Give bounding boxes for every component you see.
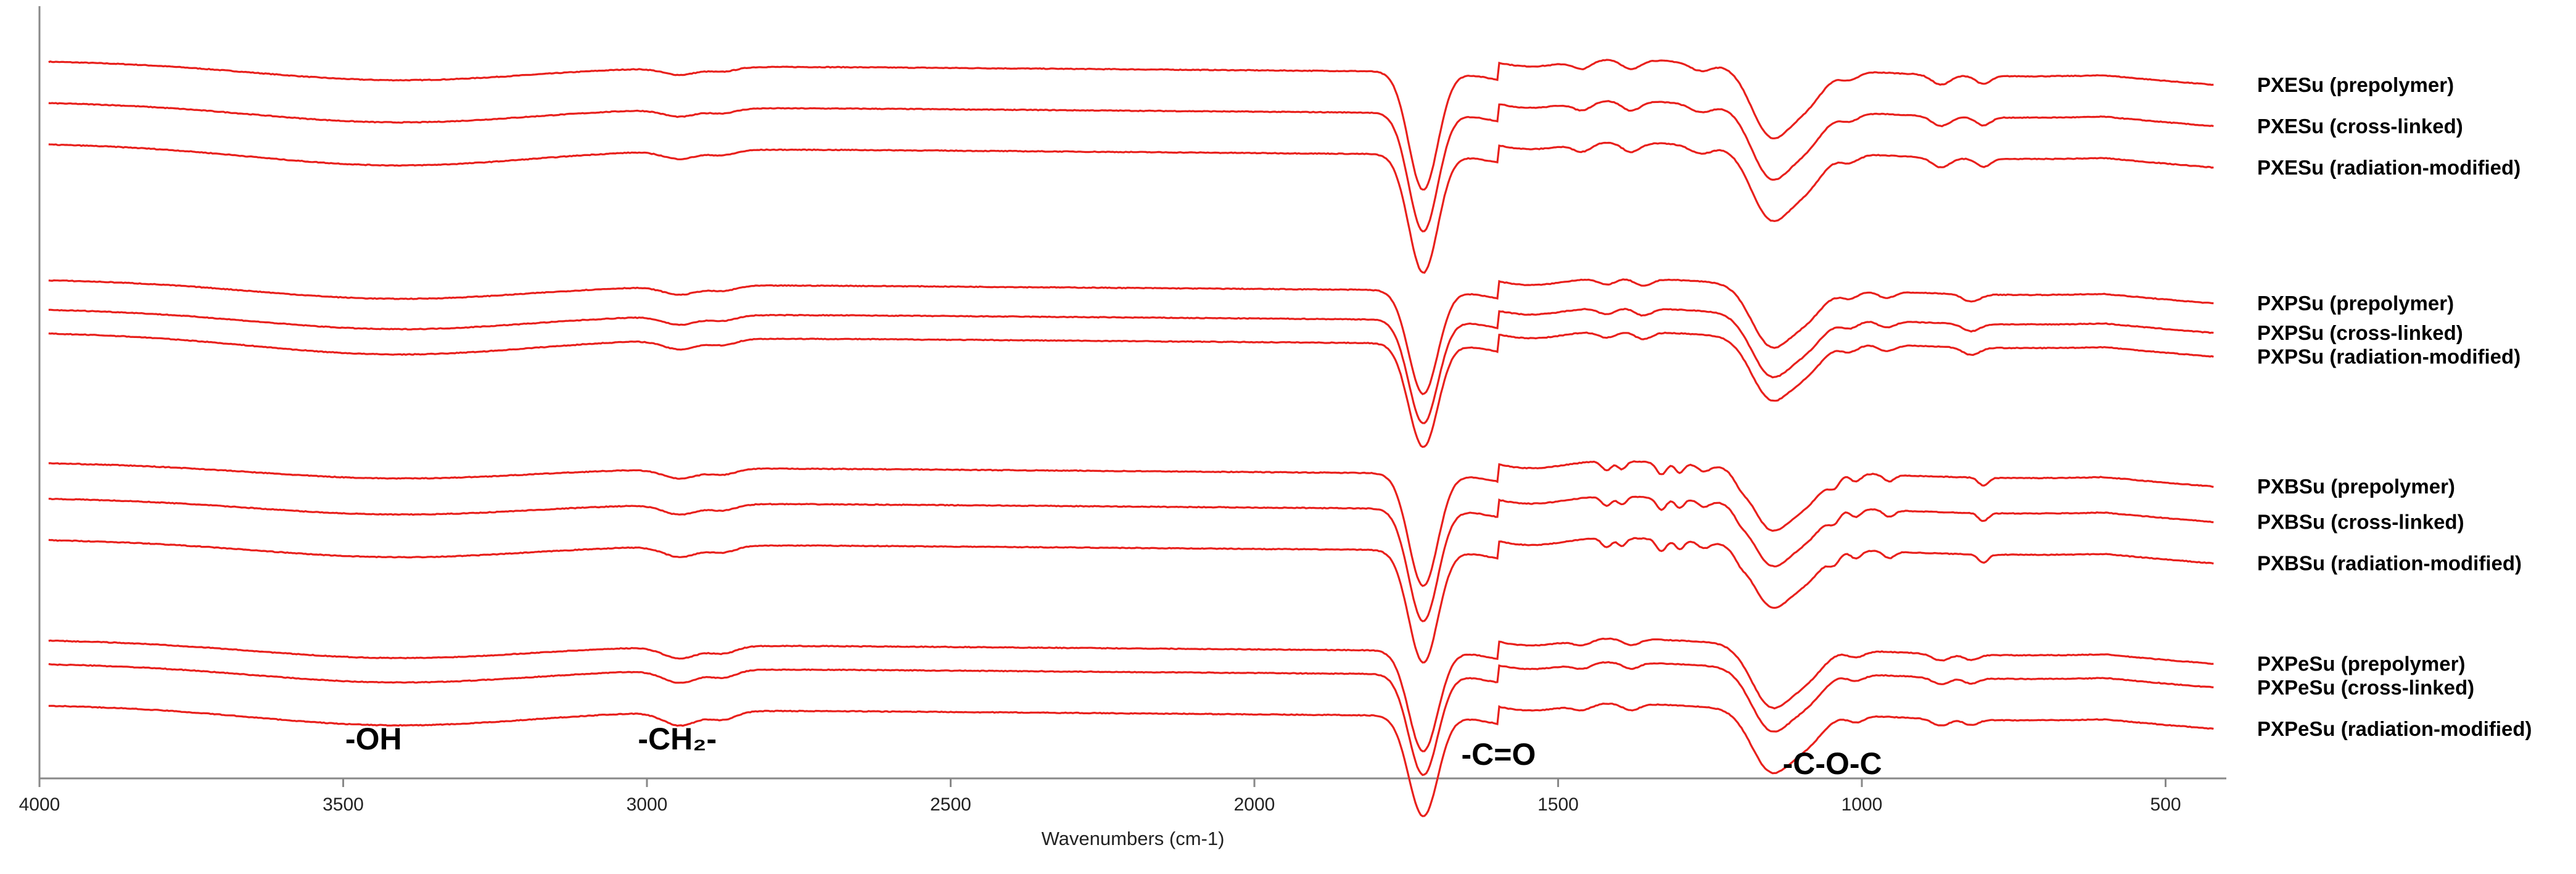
band-label: -CH₂-: [638, 722, 717, 756]
band-label: -OH: [345, 722, 402, 756]
x-axis-title: Wavenumbers (cm-1): [1042, 828, 1225, 849]
band-label: -C-O-C: [1783, 746, 1882, 781]
x-tick-label: 500: [2150, 794, 2181, 815]
x-tick-label: 4000: [19, 794, 60, 815]
series-label: PXPeSu (cross-linked): [2257, 676, 2474, 699]
series-label: PXBSu (prepolymer): [2257, 475, 2455, 498]
x-tick-label: 1500: [1537, 794, 1579, 815]
band-label: -C=O: [1462, 737, 1536, 772]
series-label: PXPSu (prepolymer): [2257, 292, 2454, 315]
x-tick-label: 2000: [1234, 794, 1275, 815]
series-label: PXPSu (cross-linked): [2257, 321, 2463, 344]
series-label: PXBSu (radiation-modified): [2257, 552, 2522, 575]
series-label: PXPeSu (prepolymer): [2257, 653, 2465, 675]
series-label: PXBSu (cross-linked): [2257, 511, 2464, 534]
spectra-lines: [48, 59, 2214, 817]
series-label: PXESu (prepolymer): [2257, 73, 2454, 96]
spectrum-line-pxbsu-radiation-modified: [48, 537, 2214, 664]
series-label: PXPeSu (radiation-modified): [2257, 717, 2532, 740]
spectrum-line-pxpesu-radiation-modified: [48, 703, 2214, 817]
spectrum-line-pxpsu-radiation-modified: [48, 331, 2214, 448]
series-label: PXESu (cross-linked): [2257, 115, 2463, 138]
x-tick-label: 2500: [930, 794, 971, 815]
x-tick-label: 1000: [1841, 794, 1883, 815]
series-label: PXESu (radiation-modified): [2257, 156, 2520, 179]
spectrum-line-pxbsu-prepolymer: [48, 460, 2214, 587]
series-label: PXPSu (radiation-modified): [2257, 345, 2520, 368]
spectrum-line-pxesu-prepolymer: [48, 59, 2214, 191]
series-labels: PXESu (prepolymer) PXESu (cross-linked) PX…: [2257, 73, 2532, 740]
band-annotations: -OH -CH₂- -C=O -C-O-C: [345, 722, 1882, 781]
spectrum-line-pxpesu-prepolymer: [48, 637, 2214, 752]
spectrum-line-pxesu-radiation-modified: [48, 141, 2214, 274]
spectrum-line-pxpsu-cross-linked: [48, 308, 2214, 424]
x-tick-label: 3500: [323, 794, 364, 815]
spectrum-line-pxesu-cross-linked: [48, 100, 2214, 233]
x-tick-label: 3000: [627, 794, 668, 815]
x-ticks: 4000 3500 3000 2500 2000 1500 1000 500: [19, 778, 2181, 815]
spectrum-line-pxpesu-cross-linked: [48, 661, 2214, 777]
spectrum-line-pxpsu-prepolymer: [48, 278, 2214, 395]
spectrum-line-pxbsu-cross-linked: [48, 495, 2214, 622]
